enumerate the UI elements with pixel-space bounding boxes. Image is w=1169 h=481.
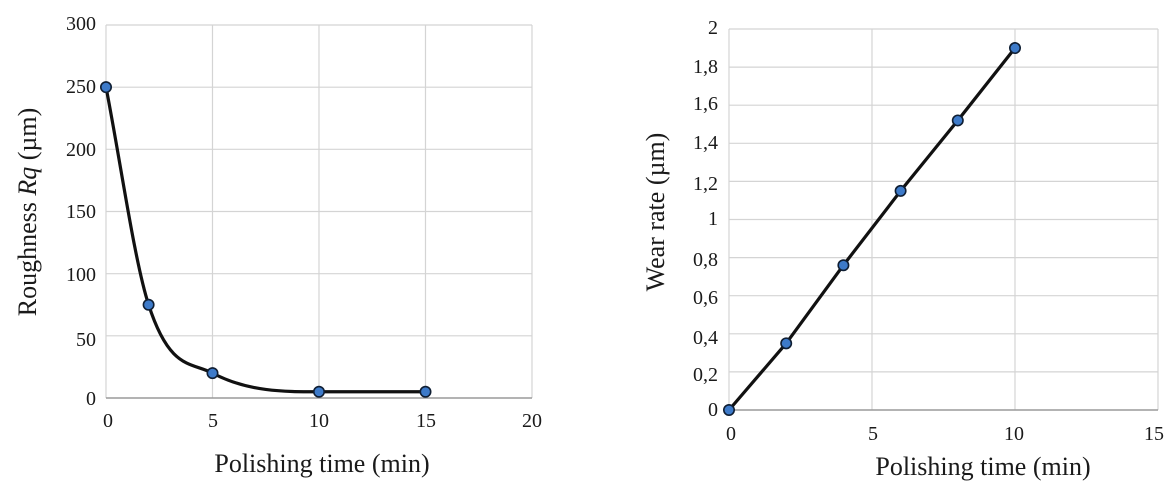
x-tick-label: 0 (103, 410, 113, 432)
wear-rate-series-line (727, 46, 1017, 412)
data-point (837, 259, 850, 272)
wear-rate-grid (728, 28, 1159, 410)
y-tick-label: 100 (66, 264, 96, 286)
y-tick-label: 1,8 (693, 56, 718, 78)
y-tick-label: 1,4 (693, 132, 718, 154)
x-tick-label: 15 (1144, 423, 1164, 445)
wear-rate-series-points (722, 42, 1021, 416)
y-tick-label: 0 (708, 399, 718, 421)
roughness-y-axis-label: Roughness Rq (µm) (13, 108, 42, 317)
data-point (142, 298, 155, 311)
y-tick-label: 0,6 (693, 287, 718, 309)
roughness-x-ticks: 0 5 10 15 20 (103, 410, 542, 432)
x-tick-label: 15 (416, 410, 436, 432)
roughness-y-ticks: 0 50 100 150 200 250 300 (66, 13, 96, 410)
data-point (419, 385, 432, 398)
x-tick-label: 5 (868, 423, 878, 445)
y-tick-label: 1,2 (693, 173, 718, 195)
x-tick-label: 10 (1004, 423, 1024, 445)
roughness-x-axis-label: Polishing time (min) (214, 449, 429, 478)
y-tick-label: 2 (708, 17, 718, 39)
x-tick-label: 20 (522, 410, 542, 432)
data-point (894, 184, 907, 197)
y-tick-label: 1 (708, 208, 718, 230)
data-point (100, 81, 113, 94)
roughness-chart: 0 5 10 15 20 0 50 100 150 200 250 300 Ro… (13, 13, 542, 478)
y-tick-label: 0,8 (693, 249, 718, 271)
y-tick-label: 200 (66, 139, 96, 161)
wear-rate-y-ticks: 0 0,2 0,4 0,6 0,8 1 1,2 1,4 1,6 1,8 2 (693, 17, 718, 421)
y-tick-label: 1,6 (693, 93, 718, 115)
wear-rate-x-ticks: 0 5 10 15 (726, 423, 1164, 445)
wear-rate-x-axis-label: Polishing time (min) (875, 452, 1090, 481)
data-point (780, 337, 793, 350)
x-tick-label: 0 (726, 423, 736, 445)
roughness-series-line (104, 85, 428, 394)
data-point (1008, 42, 1021, 55)
roughness-series-points (100, 81, 432, 398)
data-point (722, 403, 735, 416)
y-tick-label: 150 (66, 201, 96, 223)
x-tick-label: 10 (309, 410, 329, 432)
roughness-grid (105, 24, 533, 398)
wear-rate-chart: 0 5 10 15 0 0,2 0,4 0,6 0,8 1 1,2 1,4 1,… (641, 17, 1164, 481)
y-tick-label: 0,2 (693, 364, 718, 386)
y-tick-label: 250 (66, 76, 96, 98)
data-point (206, 367, 219, 380)
y-tick-label: 300 (66, 13, 96, 35)
y-tick-label: 0 (86, 388, 96, 410)
y-tick-label: 0,4 (693, 327, 718, 349)
wear-rate-y-axis-label: Wear rate (µm) (641, 133, 670, 292)
data-point (312, 385, 325, 398)
y-tick-label: 50 (76, 329, 96, 351)
data-point (951, 114, 964, 127)
x-tick-label: 5 (208, 410, 218, 432)
